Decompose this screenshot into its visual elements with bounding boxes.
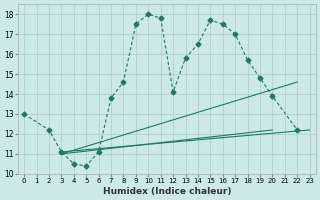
X-axis label: Humidex (Indice chaleur): Humidex (Indice chaleur) bbox=[103, 187, 231, 196]
